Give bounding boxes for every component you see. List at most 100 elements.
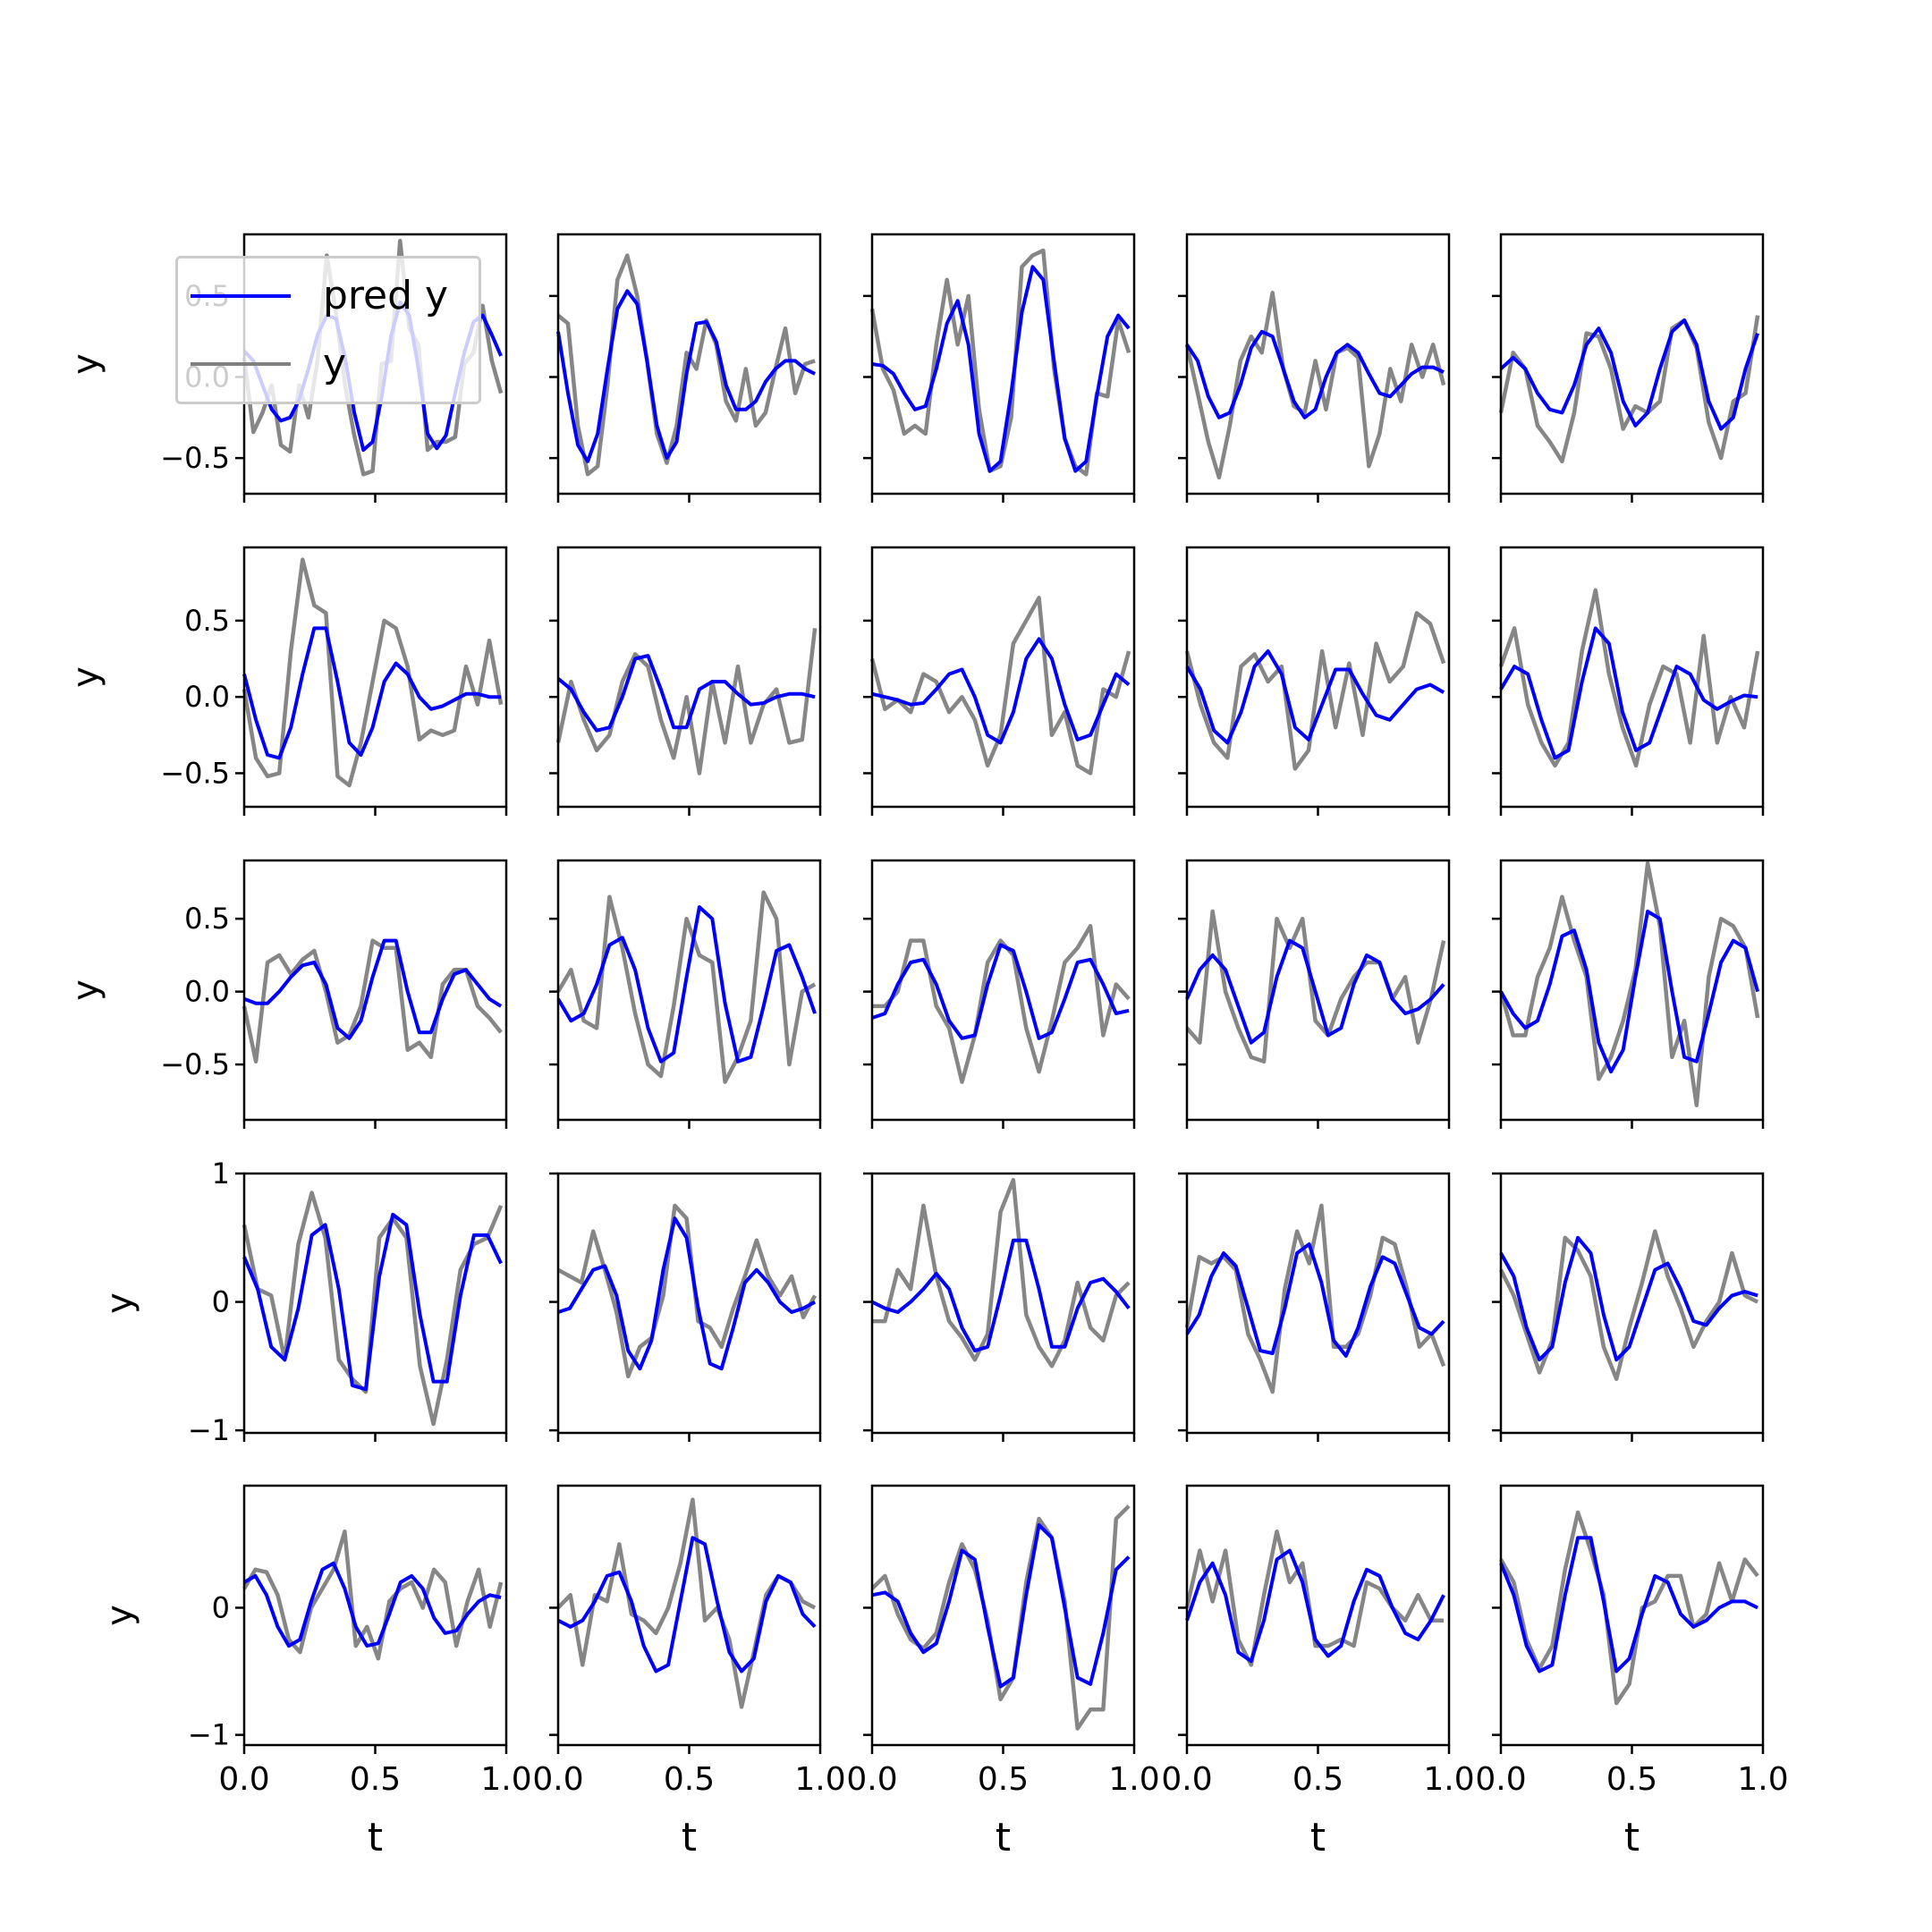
subplot-3-5	[1492, 859, 1765, 1129]
x-tick-label: 0.0	[846, 1761, 897, 1798]
subplot-5-2: 0.0 0.5 1.0 t	[532, 1484, 846, 1860]
series-line-pred-y	[557, 1536, 817, 1674]
series-line-pred-y	[1499, 626, 1758, 760]
subplot-2-5	[1492, 546, 1765, 816]
x-tick-label: 0.5	[978, 1761, 1029, 1798]
y-tick-label: −1	[188, 1718, 230, 1752]
plot-frame	[556, 546, 822, 809]
series-line-pred-y	[557, 1216, 817, 1371]
y-tick-label: 0	[212, 1285, 230, 1319]
plot-frame	[242, 859, 508, 1122]
legend: pred y y	[175, 256, 481, 404]
x-axis-label: t	[996, 1815, 1011, 1860]
subplot-2-2	[549, 546, 822, 816]
x-axis-label: t	[1624, 1815, 1640, 1860]
series-line-pred-y	[1499, 318, 1759, 431]
subplot-1-4	[1178, 233, 1451, 503]
x-tick-label: 0.5	[1292, 1761, 1343, 1798]
series-line-pred-y	[871, 1523, 1131, 1689]
series-line-pred-y	[871, 1238, 1131, 1353]
x-tick-label: 1.0	[1108, 1761, 1159, 1798]
series-line-pred-y	[242, 1212, 503, 1392]
subplot-4-3	[863, 1172, 1136, 1442]
plot-frame	[1499, 1484, 1765, 1747]
subplot-5-3: 0.0 0.5 1.0 t	[846, 1484, 1160, 1860]
y-tick-label: 0	[212, 1590, 230, 1624]
series-line-y	[1184, 1203, 1446, 1394]
subplot-3-4	[1178, 859, 1451, 1129]
plot-frame	[1499, 546, 1765, 809]
subplot-1-3	[863, 233, 1136, 503]
series-line-pred-y	[1499, 910, 1760, 1074]
series-line-y	[1498, 315, 1760, 464]
y-axis-label: y	[65, 353, 106, 375]
x-tick-label: 0.0	[1161, 1761, 1212, 1798]
series-line-pred-y	[556, 905, 817, 1063]
series-line-y	[556, 1203, 818, 1379]
series-line-pred-y	[243, 1561, 502, 1648]
x-axis-label: t	[1310, 1815, 1326, 1860]
y-axis-label: y	[65, 666, 106, 688]
legend-line-y-icon	[191, 362, 291, 366]
series-line-y	[242, 1191, 504, 1427]
subplot-2-4	[1178, 546, 1451, 816]
series-line-y	[556, 890, 817, 1084]
series-line-y	[1499, 1510, 1759, 1706]
subplot-5-5: 0.0 0.5 1.0 t	[1475, 1484, 1789, 1860]
series-line-y	[1184, 1529, 1445, 1667]
series-line-y	[556, 1497, 817, 1709]
subplot-4-2	[549, 1172, 822, 1442]
x-tick-label: 0.0	[532, 1761, 583, 1798]
series-line-y	[242, 938, 503, 1064]
x-tick-label: 1.0	[794, 1761, 845, 1798]
legend-entry-y: y	[191, 341, 347, 386]
y-tick-label: 1	[212, 1157, 230, 1191]
series-line-y	[556, 253, 816, 477]
legend-entry-pred-y: pred y	[191, 273, 449, 318]
y-tick-label: −0.5	[160, 756, 230, 790]
series-line-y	[242, 1529, 504, 1661]
series-line-y	[1185, 909, 1446, 1064]
x-axis-label: t	[682, 1815, 697, 1860]
y-tick-label: 0.0	[184, 680, 230, 714]
series-line-pred-y	[242, 626, 502, 760]
series-line-pred-y	[556, 289, 816, 463]
subplot-3-2	[549, 859, 822, 1129]
y-tick-label: −0.5	[160, 441, 230, 475]
x-tick-label: 1.0	[1737, 1761, 1788, 1798]
series-line-pred-y	[1185, 649, 1445, 745]
subplot-1-2	[549, 233, 822, 503]
series-line-y	[872, 924, 1131, 1084]
series-line-y	[1498, 1229, 1759, 1381]
series-line-y	[1498, 861, 1760, 1107]
plot-frame	[870, 859, 1136, 1122]
subplot-5-4: 0.0 0.5 1.0 t	[1161, 1484, 1475, 1860]
legend-label-y: y	[323, 341, 347, 386]
subplot-4-1: 1 0 −1 y	[99, 1157, 508, 1447]
y-tick-label: −1	[188, 1413, 230, 1447]
subplot-2-1: 0.5 0.0 −0.5 y	[65, 546, 508, 816]
y-axis-label: y	[99, 1292, 140, 1314]
x-tick-label: 0.0	[218, 1761, 269, 1798]
series-line-y	[242, 239, 504, 477]
series-line-pred-y	[243, 938, 503, 1040]
legend-line-pred-y-icon	[191, 294, 291, 298]
subplot-3-1: 0.5 0.0 −0.5 y	[65, 859, 508, 1129]
y-axis-label: y	[65, 979, 106, 1001]
series-line-pred-y	[1185, 1242, 1445, 1358]
series-line-pred-y	[1499, 1235, 1758, 1362]
series-line-pred-y	[556, 654, 816, 733]
legend-label-pred-y: pred y	[323, 273, 449, 318]
x-tick-label: 1.0	[1423, 1761, 1474, 1798]
y-tick-label: 0.5	[184, 604, 230, 638]
series-line-y	[870, 1504, 1131, 1731]
series-line-pred-y	[871, 265, 1131, 473]
y-axis-label: y	[99, 1605, 140, 1626]
series-line-y	[869, 248, 1131, 477]
plot-frame	[870, 1484, 1136, 1747]
series-line-pred-y	[1185, 329, 1445, 419]
x-tick-label: 0.0	[1475, 1761, 1526, 1798]
series-line-pred-y	[1499, 1536, 1758, 1674]
y-tick-label: 0.0	[184, 975, 230, 1009]
